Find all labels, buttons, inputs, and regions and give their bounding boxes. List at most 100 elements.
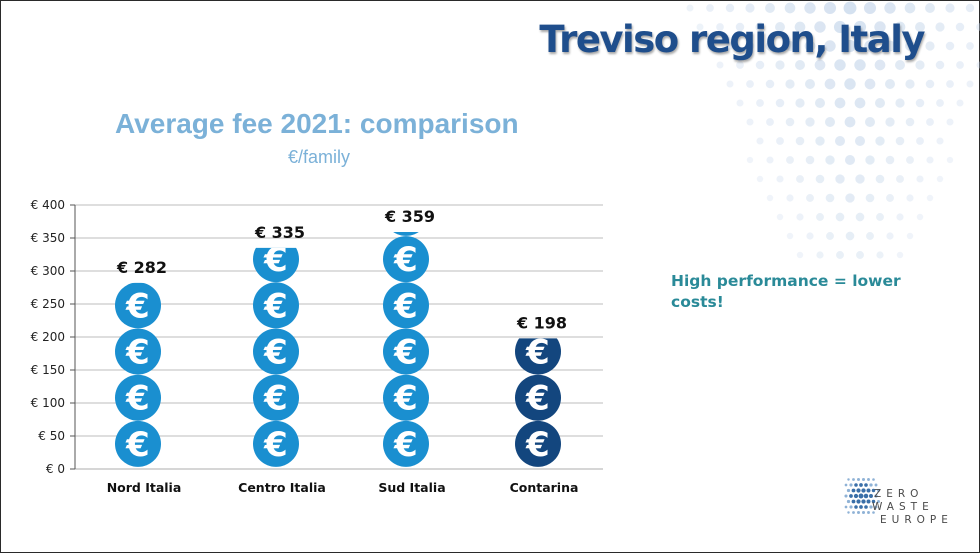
logo-dot [854,483,858,487]
decor-dot [894,21,906,33]
decor-dot [915,60,925,70]
logo-dot [844,505,848,509]
decor-dot [884,40,896,52]
decor-dot [884,2,896,14]
decor-dot [835,174,845,184]
decor-dot [756,175,764,183]
logo-dot [851,488,856,493]
decor-dot [864,78,876,90]
euro-coin-icon: € [393,194,419,236]
decor-dot [966,42,974,50]
decor-dot [926,118,934,126]
decor-dot [755,22,765,32]
logo-dot [849,505,853,509]
decor-dot [814,59,826,71]
logo-dot [847,511,850,514]
y-tick-label: € 250 [31,297,65,311]
decor-dot [916,175,924,183]
logo-dot [866,488,871,493]
svg-text:€: € [125,286,150,326]
logo-dot [874,494,878,498]
euro-coin-icon: € [515,420,561,467]
logo-dot [861,477,866,482]
decor-dot [796,175,804,183]
y-tick-label: € 50 [38,429,65,443]
svg-text:€: € [125,379,150,419]
decor-dot [936,99,944,107]
y-tick-label: € 100 [31,396,65,410]
decor-dot [815,136,825,146]
decor-dot [825,155,835,165]
decor-dot [756,137,764,145]
decor-dot [965,3,975,13]
decor-dot [976,61,980,69]
decor-dot [916,213,924,221]
decor-dot [853,20,867,34]
decor-dot [706,4,714,12]
decor-dot [785,79,795,89]
decor-dot [805,79,815,89]
svg-text:€: € [393,194,418,234]
y-tick-label: € 150 [31,363,65,377]
euro-coin-icon: € [383,236,429,283]
decor-dot [716,61,724,69]
decor-dot [885,155,895,165]
decor-dot [895,98,905,108]
decor-dot [816,251,824,259]
logo-dot [844,483,848,487]
chart-subtitle: €/family [288,147,351,167]
fee-comparison-chart: € 0 € 50 € 100 € 150 € 200 € 250 € 300 € 350 € 4… [31,194,603,495]
decor-dot [766,194,774,202]
decor-dot [815,98,825,108]
decor-dot [876,251,884,259]
decor-dot [926,194,934,202]
logo-word-zero: ZERO [874,488,924,500]
decor-dot [926,156,934,164]
bar-nord-italia: €€€€€ [115,282,161,467]
logo-dot [854,505,858,509]
logo-dot [846,499,851,504]
x-tick-label: Sud Italia [378,480,445,495]
logo-dot [846,488,851,493]
decor-dot [776,137,784,145]
svg-text:€: € [263,286,288,326]
logo-dot [856,488,861,493]
decor-dot [976,23,980,31]
euro-coin-icon: € [383,282,429,329]
decor-dot [864,40,876,52]
euro-coin-icon: € [253,328,299,375]
logo-word-waste: WASTE [872,501,934,513]
logo-dot [853,493,859,499]
decor-dot [946,80,954,88]
svg-text:€: € [393,425,418,465]
svg-text:€: € [263,240,288,280]
decor-dot [786,194,794,202]
logo-dot [877,500,880,503]
decor-dot [834,59,846,71]
svg-text:€: € [393,333,418,373]
decor-dot [806,194,814,202]
decor-dot [854,59,866,71]
y-tick-label: € 0 [46,462,65,476]
decor-dot [824,78,836,90]
decor-dot [806,232,814,240]
decor-dot [895,136,905,146]
decor-dot [936,137,944,145]
decor-dot [756,99,764,107]
y-tick-label: € 400 [31,198,65,212]
decor-dot [945,41,955,51]
logo-dot [869,494,873,498]
decor-dot [854,97,866,109]
decor-dot [863,1,877,15]
decor-dot [766,156,774,164]
logo-dot [849,494,853,498]
decor-dot [956,61,964,69]
decor-dot [795,98,805,108]
svg-text:€: € [125,425,150,465]
decor-dot [726,80,734,88]
euro-coin-icon: € [383,328,429,375]
decor-dot [875,136,885,146]
decor-dot [765,3,775,13]
decor-dot [915,98,925,108]
decor-dot [866,232,874,240]
